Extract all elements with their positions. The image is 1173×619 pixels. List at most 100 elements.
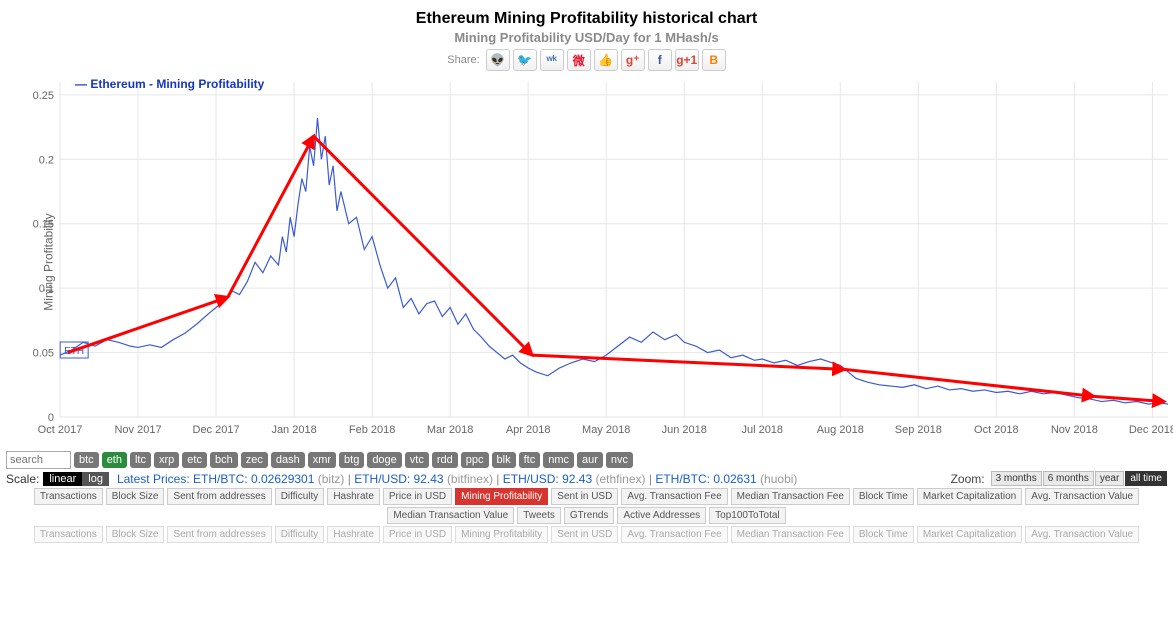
vk-icon[interactable]: ʷᵏ: [540, 49, 564, 71]
svg-text:Jul 2018: Jul 2018: [741, 424, 783, 436]
metric-hashrate-button[interactable]: Hashrate: [327, 526, 380, 543]
coin-pill-eth[interactable]: eth: [102, 452, 127, 468]
price-pair[interactable]: ETH/BTC: 0.02631: [655, 472, 756, 486]
metric-active-addresses-button[interactable]: Active Addresses: [617, 507, 706, 524]
svg-text:Nov 2018: Nov 2018: [1051, 424, 1098, 436]
gplus-icon[interactable]: g⁺: [621, 49, 645, 71]
gplusone-icon[interactable]: g+1: [675, 49, 699, 71]
coin-pill-dash[interactable]: dash: [271, 452, 305, 468]
metric-median-transaction-fee-button[interactable]: Median Transaction Fee: [731, 488, 850, 505]
metric-median-transaction-value-button[interactable]: Median Transaction Value: [387, 507, 514, 524]
coin-pill-btc[interactable]: btc: [74, 452, 99, 468]
coin-pill-aur[interactable]: aur: [577, 452, 603, 468]
coin-pill-ppc[interactable]: ppc: [461, 452, 489, 468]
metric-transactions-button[interactable]: Transactions: [34, 488, 103, 505]
metric-sent-from-addresses-button[interactable]: Sent from addresses: [167, 526, 271, 543]
legend-dash: —: [75, 77, 87, 91]
coin-pill-blk[interactable]: blk: [492, 452, 516, 468]
price-pair[interactable]: ETH/USD: 92.43: [354, 472, 443, 486]
svg-text:0.05: 0.05: [33, 348, 54, 360]
metric-avg-transaction-fee-button[interactable]: Avg. Transaction Fee: [621, 488, 727, 505]
coin-pill-bch[interactable]: bch: [210, 452, 238, 468]
chart-svg[interactable]: 00.050.10.150.20.25Oct 2017Nov 2017Dec 2…: [0, 77, 1173, 447]
coin-pill-zec[interactable]: zec: [241, 452, 268, 468]
twitter-icon[interactable]: 🐦: [513, 49, 537, 71]
price-source: (bitfinex): [447, 472, 493, 486]
metric-top100tototal-button[interactable]: Top100ToTotal: [709, 507, 786, 524]
page-title: Ethereum Mining Profitability historical…: [0, 10, 1173, 28]
scale-price-row: Scale: linearlog Latest Prices: ETH/BTC:…: [6, 471, 1167, 486]
coin-pill-vtc[interactable]: vtc: [405, 452, 429, 468]
metric-hashrate-button[interactable]: Hashrate: [327, 488, 380, 505]
metric-difficulty-button[interactable]: Difficulty: [275, 488, 325, 505]
coin-pill-xrp[interactable]: xrp: [154, 452, 179, 468]
zoom-all-time-button[interactable]: all time: [1125, 471, 1167, 486]
facebook-icon[interactable]: f: [648, 49, 672, 71]
svg-text:Sep 2018: Sep 2018: [895, 424, 942, 436]
coin-pill-nmc[interactable]: nmc: [543, 452, 574, 468]
metric-avg-transaction-value-button[interactable]: Avg. Transaction Value: [1025, 526, 1139, 543]
zoom-6-months-button[interactable]: 6 months: [1043, 471, 1094, 486]
svg-text:Nov 2017: Nov 2017: [114, 424, 161, 436]
svg-text:May 2018: May 2018: [582, 424, 630, 436]
zoom-label: Zoom:: [951, 472, 985, 486]
chart-legend: — Ethereum - Mining Profitability: [75, 77, 264, 91]
metric-gtrends-button[interactable]: GTrends: [564, 507, 615, 524]
search-input[interactable]: [6, 451, 71, 469]
metric-tweets-button[interactable]: Tweets: [517, 507, 561, 524]
chart-area: Mining Profitability — Ethereum - Mining…: [0, 77, 1173, 447]
zoom-3-months-button[interactable]: 3 months: [991, 471, 1042, 486]
price-source: (bitz): [318, 472, 345, 486]
svg-text:Apr 2018: Apr 2018: [506, 424, 551, 436]
coin-pill-nvc[interactable]: nvc: [606, 452, 633, 468]
svg-text:Oct 2017: Oct 2017: [38, 424, 83, 436]
scale-linear-button[interactable]: linear: [43, 472, 82, 486]
metrics-row-1: TransactionsBlock SizeSent from addresse…: [6, 488, 1167, 505]
metric-price-in-usd-button[interactable]: Price in USD: [383, 488, 452, 505]
price-source: (huobi): [760, 472, 797, 486]
metric-block-size-button[interactable]: Block Size: [106, 488, 165, 505]
metrics-row-3: TransactionsBlock SizeSent from addresse…: [6, 526, 1167, 543]
coin-pill-xmr[interactable]: xmr: [308, 452, 336, 468]
metric-mining-profitability-button[interactable]: Mining Profitability: [455, 526, 548, 543]
scale-log-button[interactable]: log: [82, 472, 109, 486]
metric-avg-transaction-value-button[interactable]: Avg. Transaction Value: [1025, 488, 1139, 505]
svg-text:Dec 2017: Dec 2017: [193, 424, 240, 436]
metric-difficulty-button[interactable]: Difficulty: [275, 526, 325, 543]
coin-pill-rdd[interactable]: rdd: [432, 452, 458, 468]
metric-sent-in-usd-button[interactable]: Sent in USD: [551, 526, 618, 543]
share-row: Share: 👽🐦ʷᵏ微👍g⁺fg+1B: [0, 49, 1173, 71]
metric-block-time-button[interactable]: Block Time: [853, 488, 914, 505]
zoom-year-button[interactable]: year: [1095, 471, 1124, 486]
metric-sent-from-addresses-button[interactable]: Sent from addresses: [167, 488, 271, 505]
svg-text:0.2: 0.2: [39, 154, 54, 166]
metric-sent-in-usd-button[interactable]: Sent in USD: [551, 488, 618, 505]
metric-price-in-usd-button[interactable]: Price in USD: [383, 526, 452, 543]
metrics-row-2: Median Transaction ValueTweetsGTrendsAct…: [6, 507, 1167, 524]
reddit-icon[interactable]: 👽: [486, 49, 510, 71]
metric-transactions-button[interactable]: Transactions: [34, 526, 103, 543]
page-subtitle: Mining Profitability USD/Day for 1 MHash…: [0, 30, 1173, 45]
coin-pill-ftc[interactable]: ftc: [519, 452, 541, 468]
coin-pill-doge[interactable]: doge: [367, 452, 401, 468]
metric-mining-profitability-button[interactable]: Mining Profitability: [455, 488, 548, 505]
metric-avg-transaction-fee-button[interactable]: Avg. Transaction Fee: [621, 526, 727, 543]
metric-block-size-button[interactable]: Block Size: [106, 526, 165, 543]
coin-pill-btg[interactable]: btg: [339, 452, 364, 468]
svg-text:Aug 2018: Aug 2018: [817, 424, 864, 436]
metric-market-capitalization-button[interactable]: Market Capitalization: [917, 488, 1022, 505]
weibo-icon[interactable]: 微: [567, 49, 591, 71]
y-axis-title: Mining Profitability: [42, 213, 56, 310]
metric-median-transaction-fee-button[interactable]: Median Transaction Fee: [731, 526, 850, 543]
like-icon[interactable]: 👍: [594, 49, 618, 71]
metric-block-time-button[interactable]: Block Time: [853, 526, 914, 543]
coin-pill-ltc[interactable]: ltc: [130, 452, 151, 468]
price-pair[interactable]: ETH/BTC: 0.02629301: [193, 472, 314, 486]
blogger-icon[interactable]: B: [702, 49, 726, 71]
metric-market-capitalization-button[interactable]: Market Capitalization: [917, 526, 1022, 543]
svg-text:Dec 2018: Dec 2018: [1129, 424, 1173, 436]
coin-pill-etc[interactable]: etc: [182, 452, 207, 468]
price-source: (ethfinex): [595, 472, 645, 486]
prices-prefix[interactable]: Latest Prices:: [117, 472, 193, 486]
price-pair[interactable]: ETH/USD: 92.43: [503, 472, 592, 486]
